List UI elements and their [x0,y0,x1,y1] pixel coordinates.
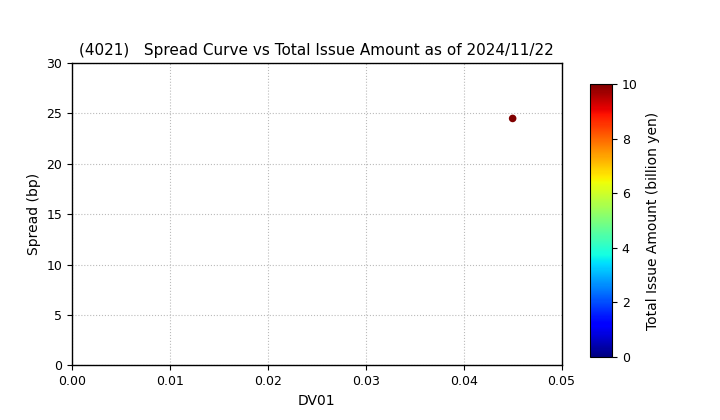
Y-axis label: Spread (bp): Spread (bp) [27,173,41,255]
X-axis label: DV01: DV01 [298,394,336,408]
Title: (4021)   Spread Curve vs Total Issue Amount as of 2024/11/22: (4021) Spread Curve vs Total Issue Amoun… [79,43,554,58]
Point [507,115,518,122]
Y-axis label: Total Issue Amount (billion yen): Total Issue Amount (billion yen) [646,111,660,330]
